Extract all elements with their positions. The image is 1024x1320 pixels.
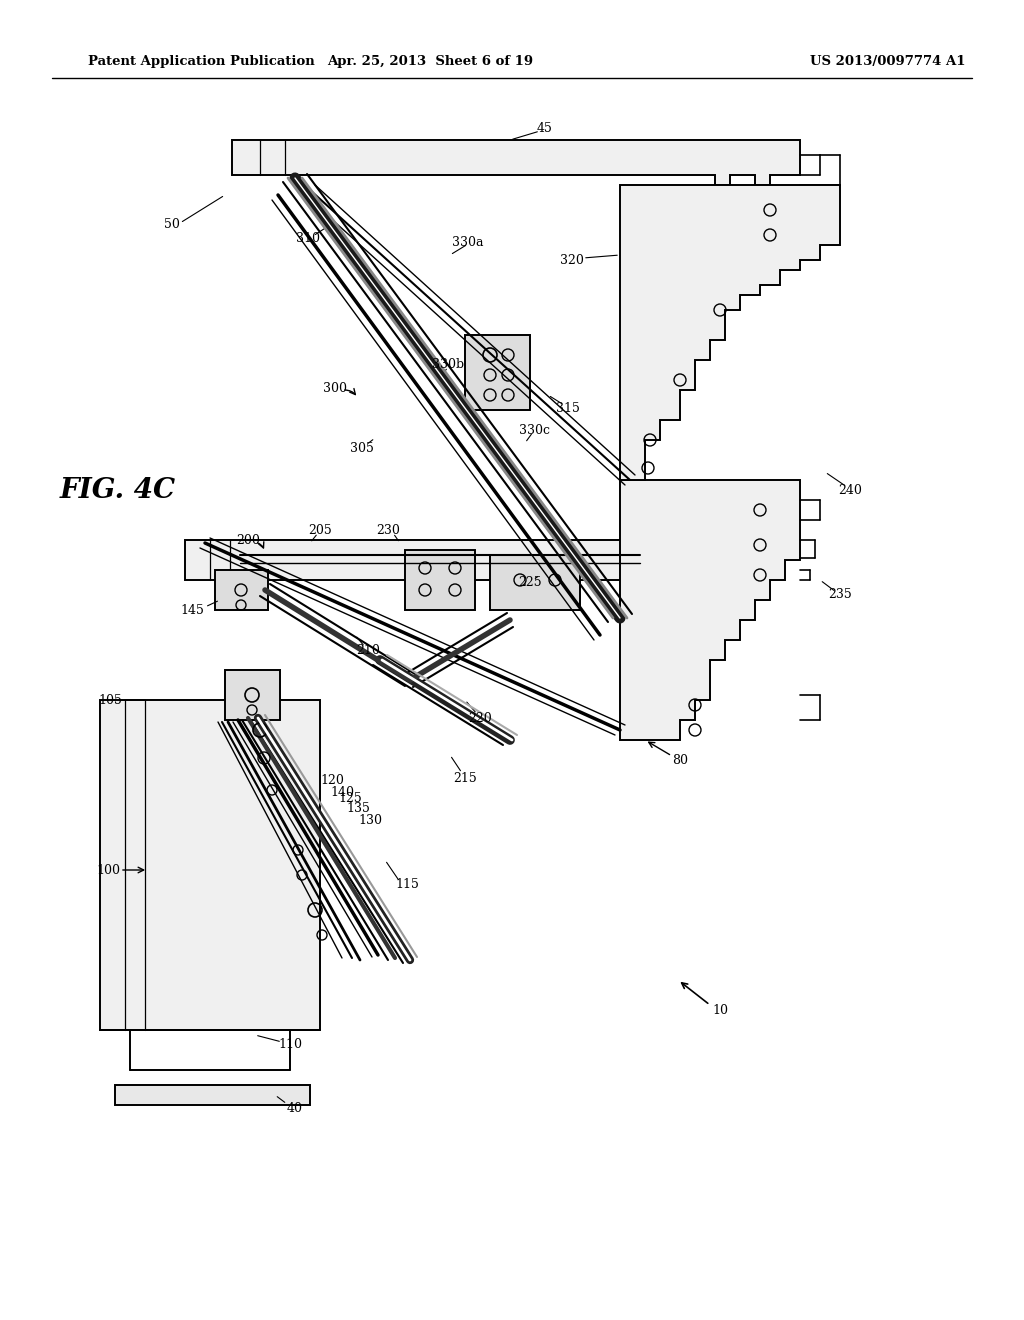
Polygon shape (620, 185, 840, 480)
Text: 40: 40 (287, 1101, 303, 1114)
Text: 100: 100 (96, 863, 120, 876)
Text: 300: 300 (323, 381, 347, 395)
Text: 330b: 330b (432, 359, 464, 371)
Polygon shape (225, 671, 280, 719)
Text: 320: 320 (560, 253, 584, 267)
Text: 330a: 330a (453, 235, 483, 248)
Polygon shape (185, 540, 700, 595)
Text: 215: 215 (454, 771, 477, 784)
Text: 330c: 330c (519, 424, 551, 437)
Text: 230: 230 (376, 524, 400, 536)
Text: 145: 145 (180, 603, 204, 616)
Text: Apr. 25, 2013  Sheet 6 of 19: Apr. 25, 2013 Sheet 6 of 19 (327, 55, 534, 69)
Text: 130: 130 (358, 813, 382, 826)
Polygon shape (465, 335, 530, 411)
Text: 50: 50 (164, 219, 180, 231)
Text: 110: 110 (278, 1039, 302, 1052)
Polygon shape (215, 570, 268, 610)
Text: 225: 225 (518, 576, 542, 589)
Text: 115: 115 (395, 879, 419, 891)
Text: 310: 310 (296, 231, 319, 244)
Polygon shape (115, 1085, 310, 1105)
Text: 205: 205 (308, 524, 332, 536)
Text: 315: 315 (556, 401, 580, 414)
Text: 125: 125 (338, 792, 361, 804)
Text: 140: 140 (330, 787, 354, 800)
Text: Patent Application Publication: Patent Application Publication (88, 55, 314, 69)
Polygon shape (100, 700, 319, 1030)
Text: US 2013/0097774 A1: US 2013/0097774 A1 (810, 55, 966, 69)
Polygon shape (232, 140, 800, 185)
Text: 10: 10 (712, 1003, 728, 1016)
Polygon shape (406, 550, 475, 610)
Text: 305: 305 (350, 441, 374, 454)
Text: FIG. 4C: FIG. 4C (60, 477, 176, 503)
Text: 200: 200 (237, 533, 260, 546)
Text: 120: 120 (321, 774, 344, 787)
Polygon shape (620, 480, 800, 741)
Text: 80: 80 (672, 754, 688, 767)
Text: 210: 210 (356, 644, 380, 656)
Text: 220: 220 (468, 711, 492, 725)
Text: 235: 235 (828, 589, 852, 602)
Polygon shape (490, 554, 580, 610)
Text: 45: 45 (537, 121, 553, 135)
Text: 105: 105 (98, 693, 122, 706)
Text: 135: 135 (346, 801, 370, 814)
Text: 240: 240 (838, 483, 862, 496)
